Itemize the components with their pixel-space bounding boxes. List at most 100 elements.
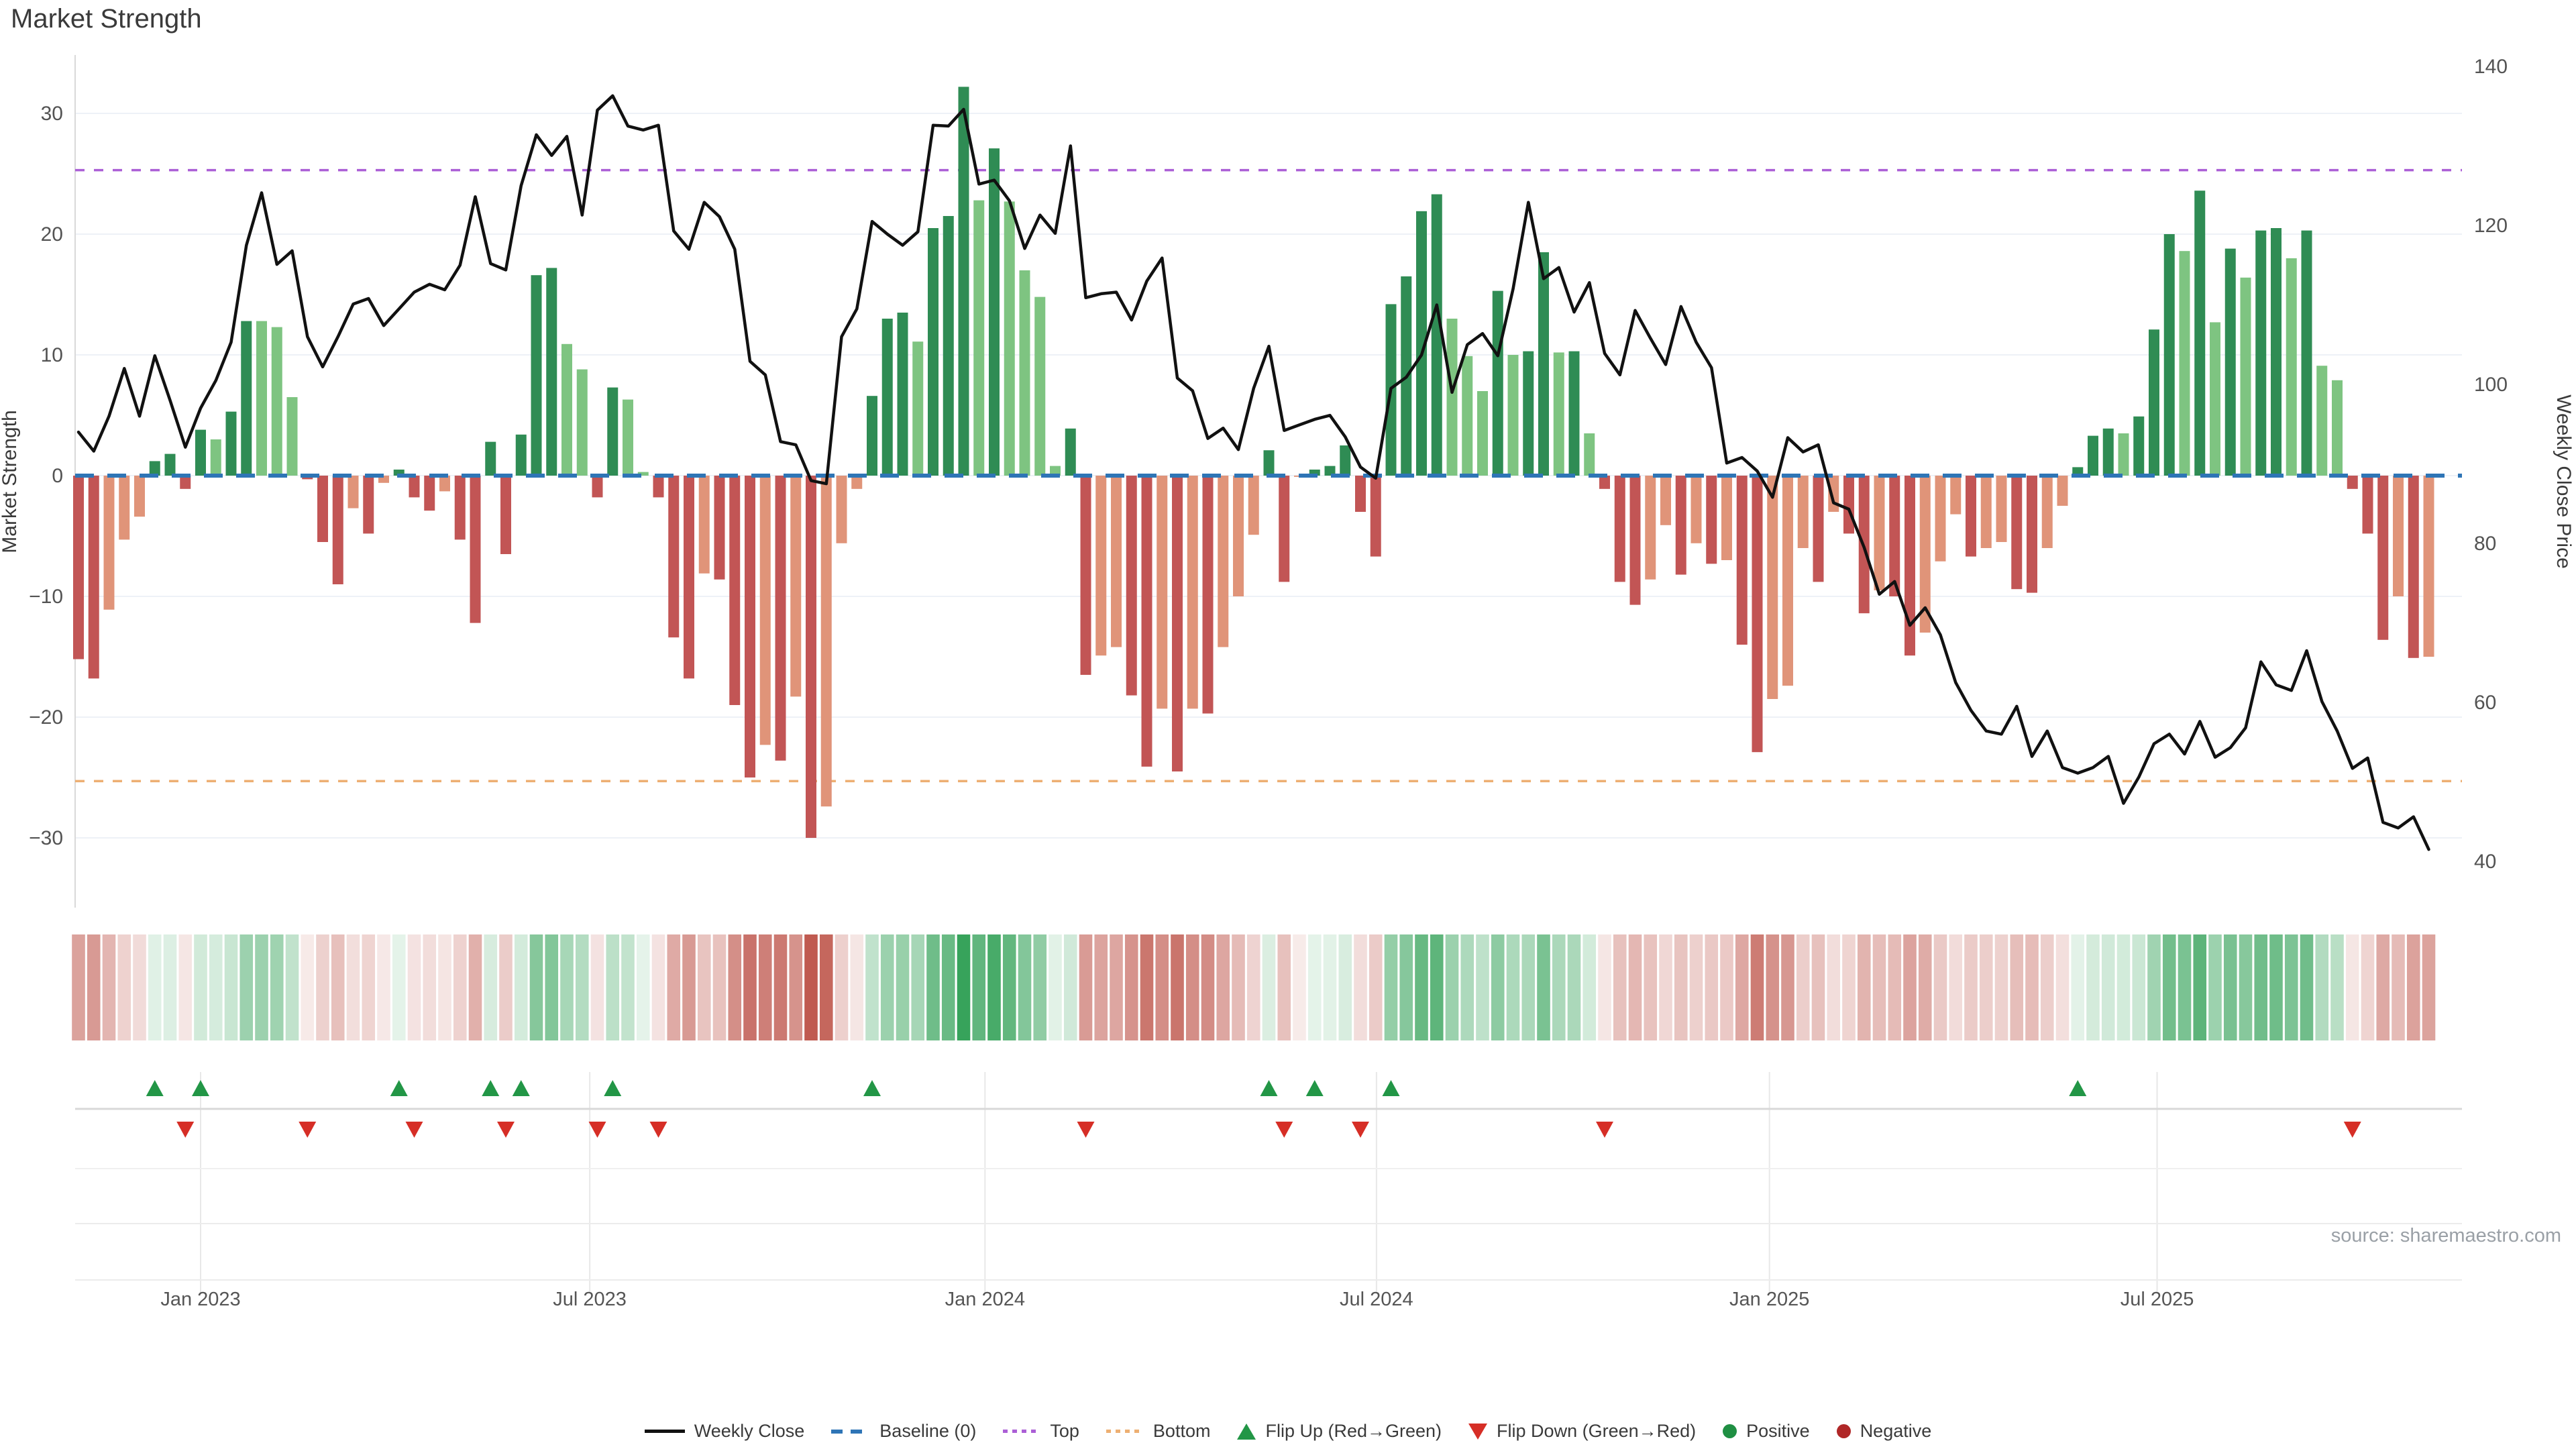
strength-bar <box>1416 211 1427 476</box>
heatmap-cell <box>1399 934 1413 1040</box>
legend-item-baseline[interactable]: Baseline (0) <box>831 1421 976 1442</box>
legend-item-positive[interactable]: Positive <box>1723 1421 1810 1442</box>
heatmap-cell <box>2284 934 2298 1040</box>
strength-bar <box>745 476 755 777</box>
heatmap-cell <box>1460 934 1474 1040</box>
strength-bar <box>1248 476 1259 535</box>
legend-item-negative[interactable]: Negative <box>1836 1421 1932 1442</box>
left-axis-tick-label: 20 <box>41 223 63 246</box>
strength-bar <box>867 396 877 476</box>
heatmap-cell <box>2147 934 2161 1040</box>
heatmap-cell <box>621 934 635 1040</box>
legend-item-flip-down[interactable]: Flip Down (Green→Red) <box>1468 1421 1696 1442</box>
heatmap-cell <box>758 934 772 1040</box>
legend-item-flip-up[interactable]: Flip Up (Red→Green) <box>1237 1421 1442 1442</box>
legend-label: Negative <box>1860 1421 1932 1441</box>
strength-bar <box>1507 355 1519 476</box>
legend-label: Bottom <box>1152 1421 1211 1441</box>
heatmap-cell <box>72 934 85 1040</box>
heatmap-cell <box>2010 934 2024 1040</box>
heatmap-cell <box>1933 934 1947 1040</box>
heatmap-cell <box>926 934 940 1040</box>
strength-bar <box>1843 476 1854 534</box>
heatmap-cell <box>896 934 910 1040</box>
heatmap-cell <box>1338 934 1352 1040</box>
strength-bar <box>1034 297 1046 476</box>
strength-bar <box>1797 476 1809 548</box>
triangle-up-icon <box>1237 1423 1256 1440</box>
strength-bar <box>806 476 816 838</box>
heatmap-cell <box>453 934 467 1040</box>
heatmap-cell <box>1018 934 1032 1040</box>
strength-bar <box>1523 351 1534 476</box>
strength-bar <box>989 148 1000 476</box>
heatmap-cell <box>697 934 711 1040</box>
strength-bar <box>500 476 511 554</box>
right-axis-tick-label: 120 <box>2474 215 2508 237</box>
flip-up-triangle <box>1260 1080 1278 1096</box>
flip-up-markers <box>146 1080 2087 1096</box>
heatmap-cell <box>468 934 482 1040</box>
heatmap-cell <box>606 934 620 1040</box>
heatmap-cell <box>2345 934 2359 1040</box>
strength-bar <box>2149 329 2159 476</box>
strength-bar <box>592 476 603 498</box>
strength-bar <box>1111 476 1122 647</box>
heatmap-cell <box>1811 934 1825 1040</box>
heatmap-cell <box>362 934 376 1040</box>
heatmap-cell <box>1124 934 1138 1040</box>
strength-bar <box>1721 476 1732 560</box>
legend-item-bottom[interactable]: Bottom <box>1106 1421 1211 1442</box>
heatmap-cell <box>804 934 818 1040</box>
heatmap-cell <box>545 934 559 1040</box>
heatmap-cell <box>941 934 955 1040</box>
heatmap-cell <box>87 934 101 1040</box>
heatmap-cell <box>2223 934 2237 1040</box>
heatmap-cell <box>316 934 329 1040</box>
flip-down-triangle <box>1596 1122 1613 1138</box>
heatmap-cell <box>1094 934 1108 1040</box>
heatmap-cell <box>1049 934 1062 1040</box>
left-axis-tick-label: 0 <box>52 465 63 487</box>
strength-bar <box>2041 476 2053 548</box>
heatmap-cell <box>407 934 421 1040</box>
flip-down-triangle <box>1275 1122 1293 1138</box>
top-dotted-line-icon <box>1003 1430 1041 1433</box>
heatmap-cell <box>651 934 665 1040</box>
heatmap-cell <box>1063 934 1077 1040</box>
strength-bar <box>851 476 863 489</box>
strength-bar <box>470 476 481 623</box>
strength-bar <box>1629 476 1641 605</box>
weekly-close-line <box>76 94 2430 851</box>
heatmap-cell <box>2086 934 2100 1040</box>
strength-bar <box>1019 270 1030 476</box>
strength-bar <box>2194 191 2206 476</box>
strength-bar <box>1355 476 1366 512</box>
strength-bar <box>1553 352 1564 476</box>
strength-bar <box>210 439 221 476</box>
left-axis-title: Market Strength <box>0 410 21 553</box>
heatmap-cell <box>2208 934 2222 1040</box>
legend-item-top[interactable]: Top <box>1003 1421 1079 1442</box>
heatmap-cell <box>2254 934 2268 1040</box>
strength-bar <box>881 319 893 476</box>
heatmap-cell <box>1216 934 1230 1040</box>
heatmap-cell <box>194 934 207 1040</box>
legend-label: Weekly Close <box>694 1421 805 1441</box>
strength-bar <box>1004 201 1015 476</box>
strength-bar <box>1141 476 1152 767</box>
legend-label: Positive <box>1746 1421 1810 1441</box>
strength-bar <box>2408 476 2419 658</box>
legend-item-weekly-close[interactable]: Weekly Close <box>644 1421 805 1442</box>
heatmap-cell <box>972 934 986 1040</box>
strength-bar <box>180 476 191 489</box>
strength-bar <box>454 476 466 540</box>
strength-bar <box>439 476 450 492</box>
heatmap-cell <box>1491 934 1505 1040</box>
heatmap-cell <box>514 934 528 1040</box>
strength-bar <box>1080 476 1091 675</box>
flip-up-triangle <box>863 1080 881 1096</box>
strength-bar <box>623 399 633 476</box>
heatmap-cell <box>636 934 650 1040</box>
heatmap-cell <box>1949 934 1963 1040</box>
